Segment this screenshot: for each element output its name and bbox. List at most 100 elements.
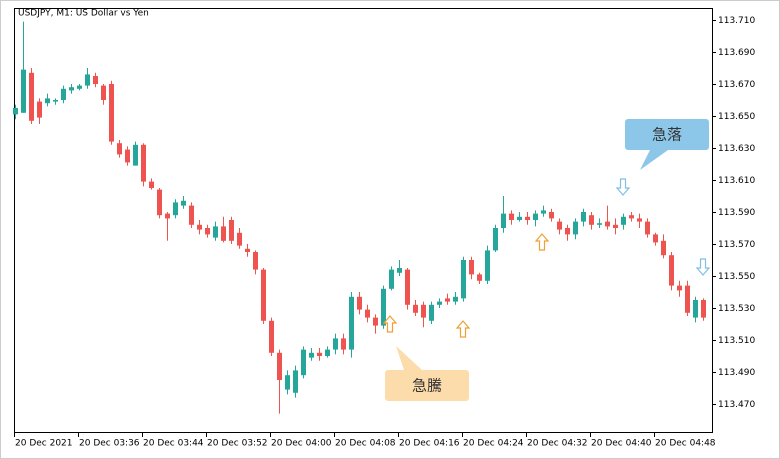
callout-text: 急落 [652,126,682,144]
x-tick-label: 20 Dec 04:08 [335,439,396,449]
candle-body [237,232,242,246]
x-tick-label: 20 Dec 03:52 [207,439,268,449]
candle-body [541,210,546,214]
y-tick-label: 113.470 [718,400,755,410]
candle-body [253,252,258,270]
candle-body [645,221,650,235]
candle-body [333,338,338,350]
candle-body [365,309,370,318]
candle-body [453,296,458,302]
candle-body [45,98,50,104]
y-tick-label: 113.670 [718,80,755,90]
candle-body [229,220,234,241]
candle-body [613,224,618,228]
down-arrow [695,258,711,276]
candle-body [661,240,666,256]
candle-body [277,352,282,380]
candle-body [221,226,226,241]
candle-body [597,223,602,225]
y-tick-label: 113.650 [718,112,755,122]
candle-body [269,320,274,353]
candle-body [357,296,362,310]
candle-body [397,268,402,273]
candle-body [605,221,610,227]
candle-body [285,375,290,390]
candle-body [29,72,34,121]
candle-body [173,202,178,216]
candle-body [61,88,66,100]
candle-body [205,228,210,235]
x-tick-label: 20 Dec 04:16 [399,439,460,449]
candle-body [581,212,586,222]
candle-body [533,213,538,220]
candle-body [509,213,514,220]
candle-body [317,352,322,356]
candle-body [93,76,98,84]
candle-body [685,285,690,313]
candle-body [485,250,490,281]
callout-box [385,346,469,401]
candle-body [309,352,314,358]
candle-body [693,300,698,318]
chart-title: USDJPY, M1: US Dollar vs Yen [18,9,149,19]
candle-body [437,301,442,305]
candle-body [125,149,130,163]
down-arrows [615,178,711,276]
candle-body [245,248,250,252]
candle-body [341,338,346,350]
y-tick-label: 113.510 [718,336,755,346]
y-tick-label: 113.590 [718,208,755,218]
candle-body [141,144,146,182]
candle-body [69,87,74,91]
x-tick-label: 20 Dec 04:40 [591,439,652,449]
candle-body [301,349,306,376]
candles [13,21,706,414]
y-tick-label: 113.550 [718,272,755,282]
candle-body [589,215,594,225]
candle-body [157,189,162,216]
callout-text: 急騰 [412,377,442,395]
candle-body [117,143,122,155]
x-tick-label: 20 Dec 03:44 [143,439,204,449]
candle-body [261,269,266,321]
candle-body [101,85,106,100]
candle-body [653,234,658,243]
candle-body [629,215,634,219]
y-tick-label: 113.630 [718,144,755,154]
candle-body [445,298,450,302]
candle-body [525,216,530,220]
candle-body [669,255,674,286]
candle-body [197,224,202,230]
down-arrow [615,178,631,196]
callout-box [625,119,709,170]
x-tick-label: 20 Dec 04:48 [655,439,716,449]
candle-body [429,304,434,321]
candle-body [637,218,642,222]
plot-area [14,8,713,433]
up-arrow [382,315,398,333]
candle-body [573,221,578,235]
up-arrow [534,233,550,251]
up-arrow [455,320,471,338]
y-tick-label: 113.490 [718,368,755,378]
candle-body [477,274,482,281]
candle-body [21,69,26,113]
candle-body [213,226,218,238]
candle-body [13,108,18,115]
x-tick-label: 20 Dec 2021 [15,439,73,449]
up-arrows [382,233,550,338]
candle-body [181,200,186,206]
candle-body [493,228,498,251]
candle-body [109,84,114,142]
candle-body [85,74,90,86]
y-tick-label: 113.710 [718,16,755,26]
x-tick-label: 20 Dec 03:36 [79,439,140,449]
x-tick-label: 20 Dec 04:24 [463,439,524,449]
candle-body [557,221,562,230]
candle-body [373,317,378,326]
candle-body [389,269,394,289]
candle-body [517,216,522,220]
candle-body [149,181,154,188]
candle-body [421,304,426,318]
